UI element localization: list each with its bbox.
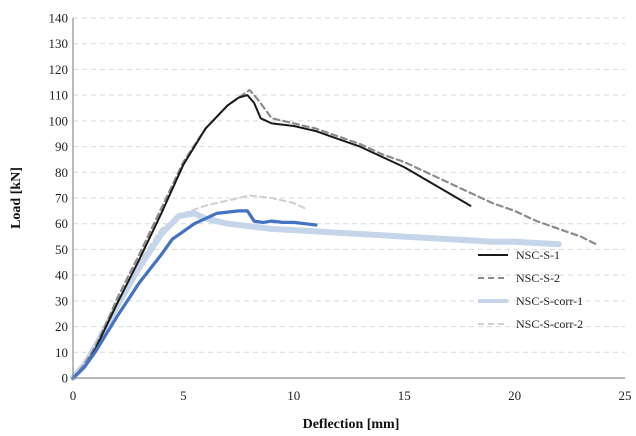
y-tick-label: 70: [55, 191, 68, 206]
series-line: [70, 210, 562, 381]
x-axis-title: Deflection [mm]: [303, 417, 400, 432]
x-tick-label: 20: [508, 388, 521, 403]
y-tick-label: 100: [49, 113, 69, 128]
legend-label: NSC-S-corr-1: [516, 294, 583, 308]
series-line: [72, 94, 472, 379]
legend: NSC-S-1 NSC-S-2 NSC-S-corr-1 NSC-S-corr-2: [478, 248, 583, 331]
y-tick-label: 10: [55, 345, 68, 360]
x-tick-label: 25: [619, 388, 632, 403]
y-tick-labels: 0 10 20 30 40 50 60 70 80 90 100 110 120 130 140: [49, 11, 69, 386]
y-tick-label: 60: [55, 216, 68, 231]
y-tick-label: 30: [55, 293, 68, 308]
x-tick-label: 5: [180, 388, 187, 403]
y-tick-label: 20: [55, 319, 68, 334]
y-tick-label: 0: [62, 371, 69, 386]
y-tick-label: 80: [55, 165, 68, 180]
axes: [72, 18, 625, 379]
y-tick-label: 90: [55, 139, 68, 154]
y-axis-title: Load [kN]: [9, 167, 24, 229]
y-tick-label: 50: [55, 242, 68, 257]
x-tick-label: 0: [70, 388, 77, 403]
series-line: [71, 209, 318, 380]
x-tick-label: 10: [287, 388, 300, 403]
y-tick-label: 110: [49, 88, 68, 103]
x-tick-label: 15: [398, 388, 411, 403]
series-line: [71, 88, 598, 380]
series-lines: [70, 88, 598, 381]
legend-label: NSC-S-1: [516, 248, 560, 262]
legend-label: NSC-S-2: [516, 271, 560, 285]
y-tick-label: 40: [55, 268, 68, 283]
legend-label: NSC-S-corr-2: [516, 317, 583, 331]
y-tick-label: 140: [49, 11, 69, 26]
y-tick-label: 120: [49, 62, 69, 77]
y-tick-label: 130: [49, 36, 69, 51]
x-tick-labels: 0 5 10 15 20 25: [70, 388, 632, 403]
